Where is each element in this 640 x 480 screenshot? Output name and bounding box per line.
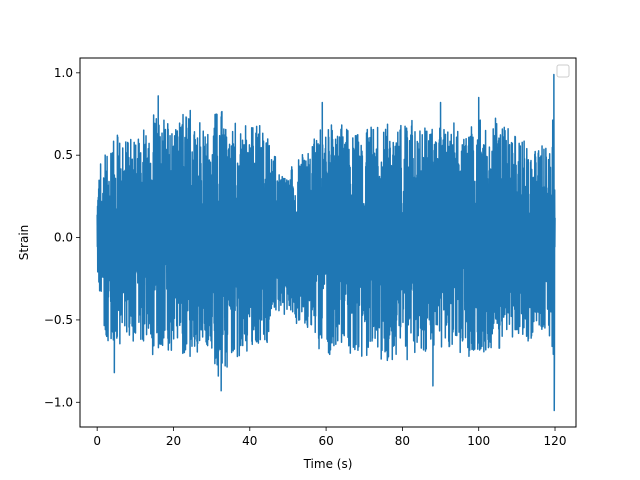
series-layer [96, 73, 556, 412]
x-tick-label: 40 [242, 434, 257, 448]
y-axis: −1.0 −0.5 0.0 0.5 1.0 [44, 66, 80, 409]
x-tick-label: 60 [318, 434, 333, 448]
x-axis: 0 20 40 60 80 100 120 [93, 427, 566, 448]
y-tick-label: 1.0 [54, 66, 73, 80]
x-tick-label: 20 [166, 434, 181, 448]
y-tick-label: −1.0 [44, 395, 73, 409]
y-tick-label: −0.5 [44, 313, 73, 327]
y-tick-label: 0.0 [54, 231, 73, 245]
y-tick-label: 0.5 [54, 148, 73, 162]
x-tick-label: 100 [467, 434, 490, 448]
series-line-0 [96, 73, 556, 412]
legend [556, 64, 570, 78]
y-axis-label: Strain [17, 225, 31, 261]
x-tick-label: 120 [544, 434, 567, 448]
axes-frame [79, 57, 577, 428]
x-axis-label: Time (s) [303, 457, 353, 471]
x-tick-label: 0 [93, 434, 101, 448]
x-tick-label: 80 [395, 434, 410, 448]
